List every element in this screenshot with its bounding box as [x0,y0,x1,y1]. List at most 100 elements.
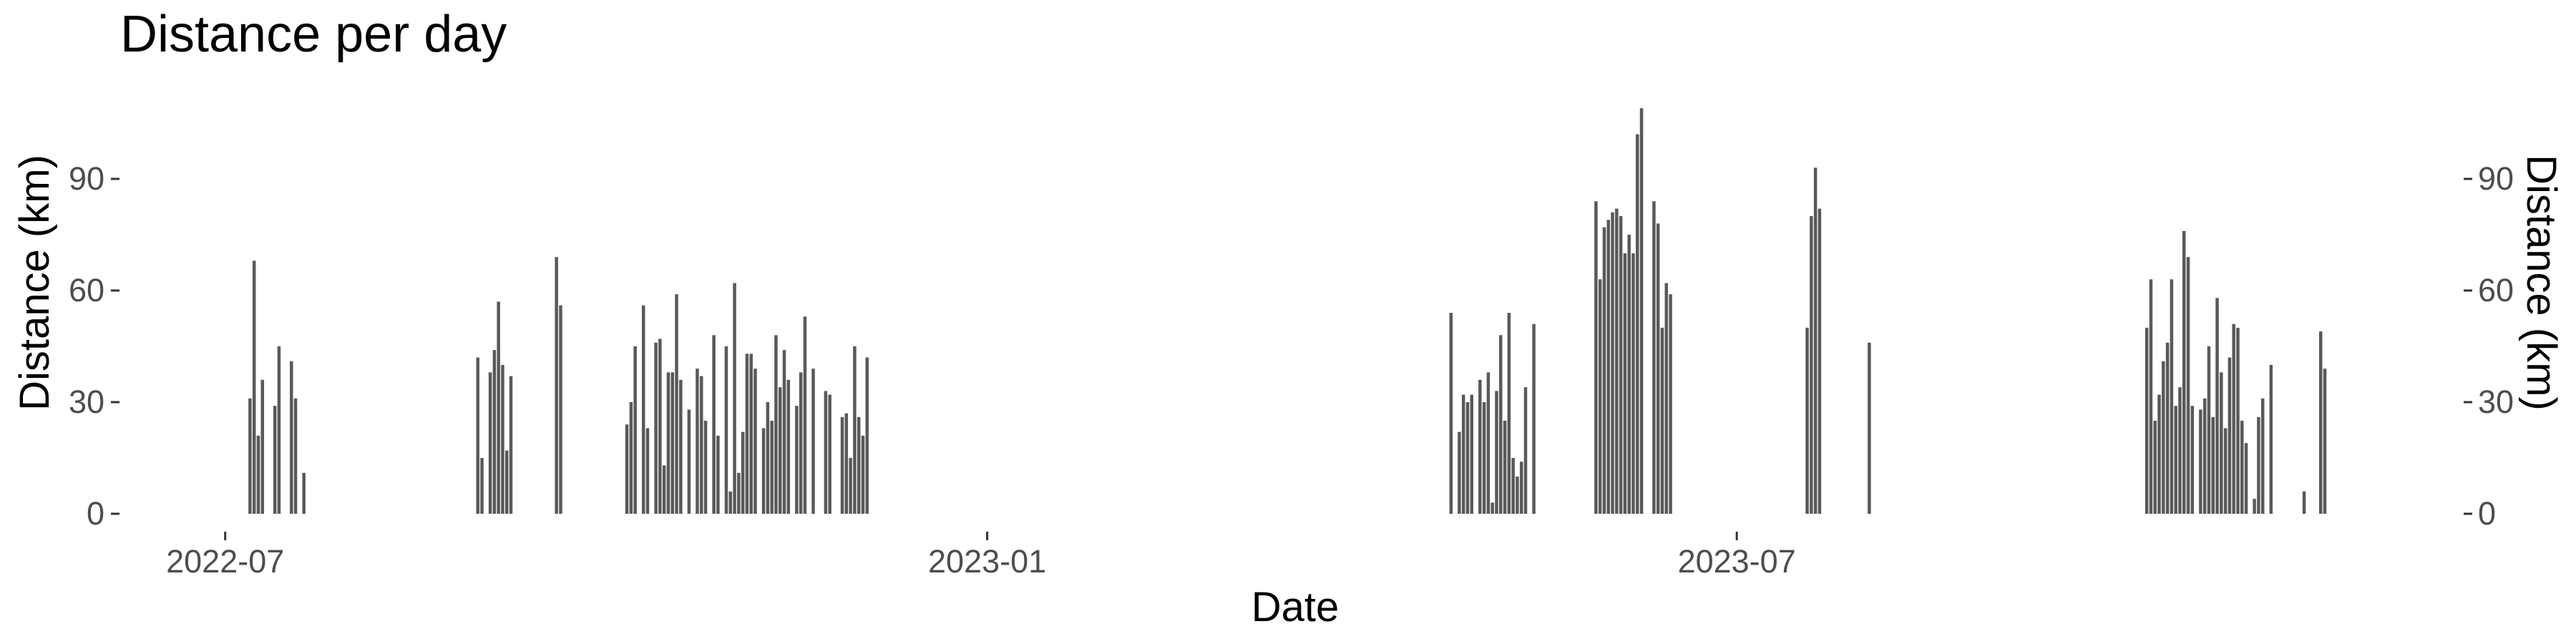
bar-2023-10-14 [2170,279,2174,514]
bar-2022-09-05 [497,301,500,514]
bar-2022-07-17 [290,361,293,514]
bar-2023-11-04 [2257,416,2260,514]
bar-2022-11-28 [844,413,849,514]
bar-2023-10-10 [2153,421,2157,514]
bar-2023-06-05 [1627,235,1631,514]
bar-2023-05-31 [1606,220,1611,514]
bar-2023-04-30 [1478,379,1482,514]
bar-2023-11-05 [2260,398,2265,514]
bar-2022-08-31 [476,357,479,514]
bar-2022-12-01 [857,416,861,514]
bar-2022-10-24 [700,376,703,514]
bar-2022-07-07 [248,398,252,514]
bar-2022-10-08 [633,346,637,514]
bar-2022-11-08 [761,428,766,514]
bar-2023-11-19 [2318,331,2323,514]
bar-2022-10-30 [724,346,728,514]
bar-2022-11-16 [795,406,799,514]
bar-2023-04-27 [1465,402,1470,514]
bar-2023-05-30 [1602,227,1606,514]
bar-2023-05-01 [1482,402,1486,514]
bar-2022-12-03 [865,357,869,514]
bar-2023-10-15 [2174,406,2177,514]
bar-2022-09-08 [509,376,513,514]
bar-2023-06-08 [1639,108,1644,514]
bar-2023-10-13 [2165,342,2170,514]
bar-2022-09-01 [480,458,484,514]
bar-2023-06-03 [1619,216,1623,514]
bar-2023-05-29 [1598,279,1602,514]
right-y-axis: 0 30 60 90 [2464,160,2514,532]
bar-2023-10-27 [2223,428,2228,514]
bar-2022-12-02 [861,435,865,514]
bar-2022-11-30 [853,346,857,514]
bar-2023-07-21 [1818,208,1822,514]
bar-2023-10-29 [2232,323,2235,514]
bar-2022-11-20 [811,369,815,514]
bar-2023-10-30 [2236,328,2240,514]
bar-2023-07-18 [1805,328,1809,514]
bar-2023-08-02 [1868,342,1871,514]
bar-2023-10-08 [2145,328,2149,514]
bar-2022-09-06 [501,365,504,514]
y-tick-label-right-60: 60 [2478,272,2514,308]
bar-2022-10-07 [629,402,633,514]
bar-2023-04-25 [1458,431,1461,514]
bar-2022-11-09 [766,402,770,514]
bar-2022-10-31 [728,491,733,514]
bar-2023-06-13 [1660,328,1664,514]
bar-2023-06-12 [1656,223,1660,514]
bar-2022-11-10 [770,421,774,514]
bar-2023-10-17 [2182,230,2186,514]
bar-2022-10-21 [687,409,691,514]
bar-2023-06-04 [1623,253,1627,514]
bar-2023-06-06 [1631,253,1635,514]
y-tick-label-right-0: 0 [2478,495,2496,532]
y-tick-label-right-90: 90 [2478,160,2514,197]
bar-2023-11-15 [2302,491,2306,514]
bar-2023-04-28 [1470,394,1474,514]
bar-2022-11-17 [799,372,803,514]
bar-2022-09-19 [555,257,558,514]
bar-2023-10-21 [2199,409,2202,514]
bar-2023-06-14 [1664,283,1669,514]
bar-2023-10-22 [2202,398,2207,514]
x-tick-label-2022-07: 2022-07 [166,543,284,580]
y-tick-label-left-0: 0 [87,495,104,532]
bar-2022-11-27 [840,416,844,514]
bar-2022-10-28 [716,435,720,514]
bar-2023-06-11 [1652,201,1656,514]
bar-2022-10-19 [679,379,683,514]
bar-2023-05-10 [1519,462,1523,514]
bar-2022-10-25 [703,421,708,514]
bar-2023-10-31 [2240,421,2244,514]
bar-2023-10-18 [2186,257,2190,514]
bar-2022-11-12 [778,387,782,514]
bar-2023-05-04 [1495,391,1498,514]
bar-2022-07-08 [252,260,256,514]
bar-2023-11-01 [2244,443,2248,514]
bar-2023-05-06 [1503,421,1507,514]
bar-2023-07-19 [1810,216,1813,514]
bar-2023-06-02 [1615,208,1619,514]
bar-2023-05-08 [1511,458,1515,514]
bar-2022-11-14 [786,379,791,514]
chart-title: Distance per day [120,6,507,63]
left-y-axis: 0 30 60 90 [69,160,119,532]
bar-2022-10-14 [658,338,662,514]
bar-2022-10-18 [675,294,678,514]
bar-2023-05-13 [1532,323,1536,514]
bar-2023-05-07 [1507,313,1511,514]
bar-2022-07-14 [277,346,281,514]
bar-2022-07-10 [260,379,265,514]
bar-2023-10-24 [2211,416,2215,514]
bar-2023-04-26 [1461,394,1465,514]
x-tick-label-2023-01: 2023-01 [928,543,1046,580]
bar-2022-10-13 [654,342,658,514]
bar-2022-10-15 [662,465,666,514]
bar-2022-11-03 [741,431,745,514]
y-tick-label-left-60: 60 [69,272,104,308]
bars-group [248,108,2327,514]
bar-2023-11-20 [2323,369,2327,514]
